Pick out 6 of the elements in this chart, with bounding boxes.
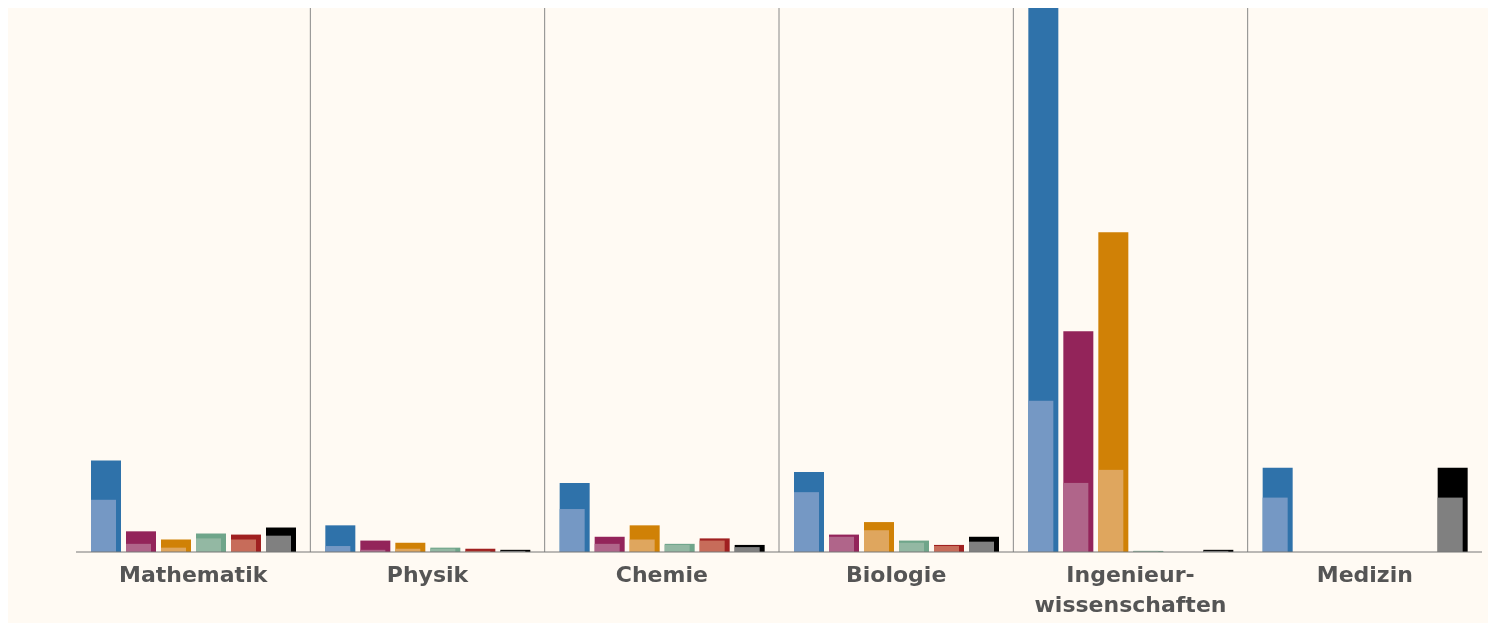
x-tick-label: Biologie — [846, 562, 947, 587]
x-tick-label: Mathematik — [119, 562, 269, 587]
x-tick-label: Ingenieur- wissenschaften — [1034, 562, 1227, 617]
x-tick-label: Physik — [386, 562, 470, 587]
x-tick-label: Chemie — [615, 562, 708, 587]
x-tick-label: Medizin — [1316, 562, 1413, 587]
